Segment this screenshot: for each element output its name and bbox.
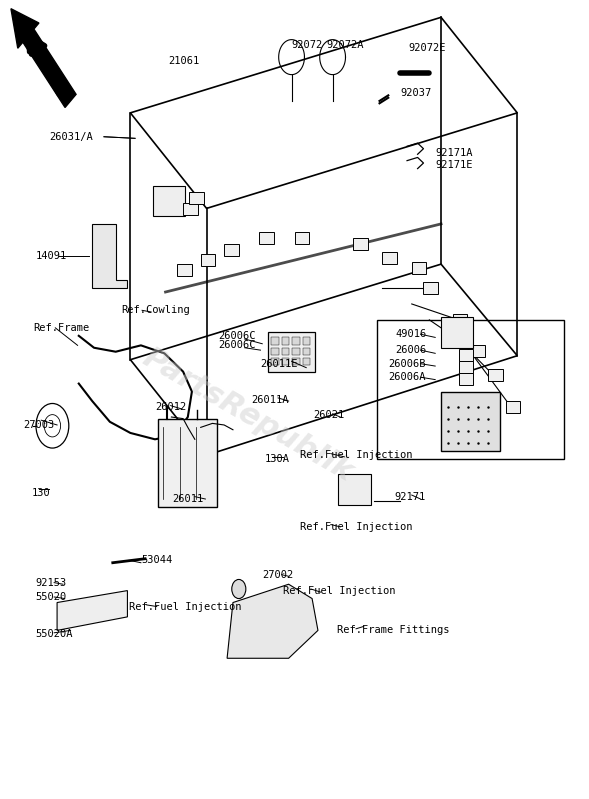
Bar: [459, 373, 474, 385]
Text: 26011A: 26011A: [251, 395, 289, 404]
Bar: [459, 349, 474, 361]
Text: 92171: 92171: [394, 491, 425, 502]
Bar: [224, 244, 239, 256]
Bar: [459, 361, 474, 373]
Bar: [268, 332, 315, 372]
Bar: [412, 262, 426, 274]
Text: 26006: 26006: [395, 345, 426, 355]
Text: 92072A: 92072A: [327, 40, 364, 50]
Text: Ref.Fuel Injection: Ref.Fuel Injection: [283, 586, 395, 595]
Bar: [353, 238, 368, 250]
Text: 26006A: 26006A: [388, 372, 426, 382]
Bar: [303, 358, 310, 365]
Text: 27003: 27003: [24, 420, 55, 430]
Text: Ref.Cowling: Ref.Cowling: [121, 305, 190, 316]
Bar: [153, 186, 185, 217]
Bar: [505, 401, 520, 413]
Text: 26006C: 26006C: [219, 331, 256, 341]
Text: 92072: 92072: [292, 40, 323, 50]
Bar: [382, 252, 397, 264]
Bar: [339, 475, 370, 505]
Bar: [453, 313, 468, 325]
Bar: [201, 254, 216, 266]
Text: 26006C: 26006C: [219, 340, 256, 350]
Text: 130A: 130A: [265, 454, 290, 464]
Bar: [183, 203, 198, 215]
Text: 26031/A: 26031/A: [49, 132, 93, 141]
Text: Ref.Frame Fittings: Ref.Frame Fittings: [337, 626, 449, 635]
Text: 26021: 26021: [313, 411, 345, 420]
Bar: [376, 320, 564, 459]
Bar: [294, 233, 309, 244]
Text: 27002: 27002: [262, 570, 293, 579]
Text: 130: 130: [32, 488, 51, 499]
Text: 21061: 21061: [168, 56, 200, 66]
Text: 92171A: 92171A: [435, 148, 473, 157]
Text: 55020A: 55020A: [35, 630, 73, 639]
Text: Ref.Frame: Ref.Frame: [34, 323, 90, 333]
Text: Ref.Fuel Injection: Ref.Fuel Injection: [129, 602, 241, 611]
Bar: [441, 317, 474, 348]
Bar: [292, 358, 300, 365]
Bar: [488, 369, 502, 381]
Text: 55020: 55020: [35, 592, 67, 602]
Bar: [441, 392, 499, 451]
Bar: [471, 345, 485, 357]
Bar: [189, 193, 204, 205]
Bar: [177, 264, 192, 276]
Bar: [423, 282, 438, 293]
Polygon shape: [227, 584, 318, 658]
Bar: [158, 419, 217, 507]
Text: 53044: 53044: [141, 555, 172, 566]
Polygon shape: [92, 225, 127, 288]
Bar: [303, 337, 310, 344]
Bar: [282, 337, 289, 344]
Bar: [271, 348, 279, 355]
Bar: [292, 337, 300, 344]
Bar: [282, 358, 289, 365]
FancyArrow shape: [11, 9, 76, 108]
Polygon shape: [57, 590, 127, 630]
Text: 26011: 26011: [173, 494, 204, 504]
Bar: [271, 358, 279, 365]
Text: 92171E: 92171E: [435, 160, 473, 169]
Text: Ref.Fuel Injection: Ref.Fuel Injection: [300, 522, 413, 532]
Bar: [259, 233, 274, 244]
Text: 14091: 14091: [35, 251, 67, 261]
Text: Ref.Fuel Injection: Ref.Fuel Injection: [300, 450, 413, 460]
Circle shape: [232, 579, 246, 598]
Bar: [282, 348, 289, 355]
Text: 26012: 26012: [155, 403, 186, 412]
Text: 26006B: 26006B: [388, 359, 426, 368]
Bar: [271, 337, 279, 344]
Text: 92072E: 92072E: [409, 42, 446, 53]
Text: PartsRepublik: PartsRepublik: [137, 344, 358, 487]
Text: 92153: 92153: [35, 578, 67, 587]
Bar: [292, 348, 300, 355]
Text: 92037: 92037: [400, 88, 431, 98]
Bar: [303, 348, 310, 355]
Text: 49016: 49016: [395, 329, 426, 340]
Text: 26011E: 26011E: [260, 359, 298, 368]
